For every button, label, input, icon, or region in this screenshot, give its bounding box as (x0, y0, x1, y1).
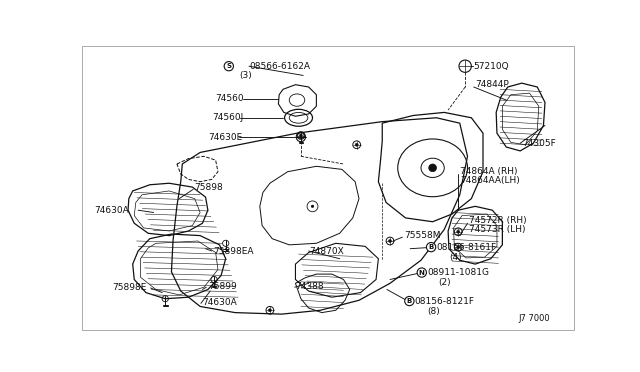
Text: 74630A: 74630A (94, 206, 129, 215)
Text: B: B (407, 298, 412, 304)
Circle shape (426, 243, 436, 252)
Text: (4): (4) (449, 253, 461, 262)
Text: 74864A (RH): 74864A (RH) (460, 167, 517, 176)
Text: (3): (3) (239, 71, 252, 80)
Text: 08156-8121F: 08156-8121F (415, 296, 475, 305)
Text: 08566-6162A: 08566-6162A (249, 62, 310, 71)
Circle shape (417, 268, 426, 277)
Text: 74573R (LH): 74573R (LH) (469, 225, 525, 234)
Text: S: S (227, 63, 231, 69)
Text: 74305F: 74305F (522, 139, 556, 148)
Text: 75898EA: 75898EA (213, 247, 254, 256)
Text: 74388: 74388 (296, 282, 324, 291)
Text: 75898: 75898 (195, 183, 223, 192)
Text: 75899: 75899 (208, 282, 237, 291)
Circle shape (355, 143, 358, 146)
Text: 74630E: 74630E (208, 132, 242, 141)
Text: N: N (419, 270, 425, 276)
Text: B: B (428, 244, 434, 250)
Text: 74572R (RH): 74572R (RH) (469, 216, 527, 225)
Text: 74630A: 74630A (202, 298, 237, 307)
Circle shape (457, 246, 460, 249)
Circle shape (404, 296, 414, 306)
Text: 74560J: 74560J (212, 113, 243, 122)
Circle shape (268, 309, 271, 312)
Text: 57210Q: 57210Q (474, 62, 509, 71)
Text: 75898E: 75898E (113, 283, 147, 292)
Text: 74560: 74560 (216, 94, 244, 103)
Circle shape (457, 230, 460, 233)
Text: 74864AA(LH): 74864AA(LH) (460, 176, 520, 185)
Text: (8): (8) (428, 307, 440, 315)
Text: 74844P: 74844P (476, 80, 509, 89)
Text: 74870X: 74870X (309, 247, 344, 256)
Circle shape (388, 240, 392, 243)
Circle shape (224, 62, 234, 71)
Text: 08156-8161F: 08156-8161F (436, 243, 497, 251)
Text: 75558M: 75558M (404, 231, 440, 240)
Text: J7 7000: J7 7000 (518, 314, 550, 323)
Circle shape (311, 205, 314, 208)
Text: (2): (2) (438, 278, 451, 287)
Circle shape (300, 134, 303, 137)
Text: 08911-1081G: 08911-1081G (428, 268, 489, 277)
Circle shape (429, 164, 436, 172)
